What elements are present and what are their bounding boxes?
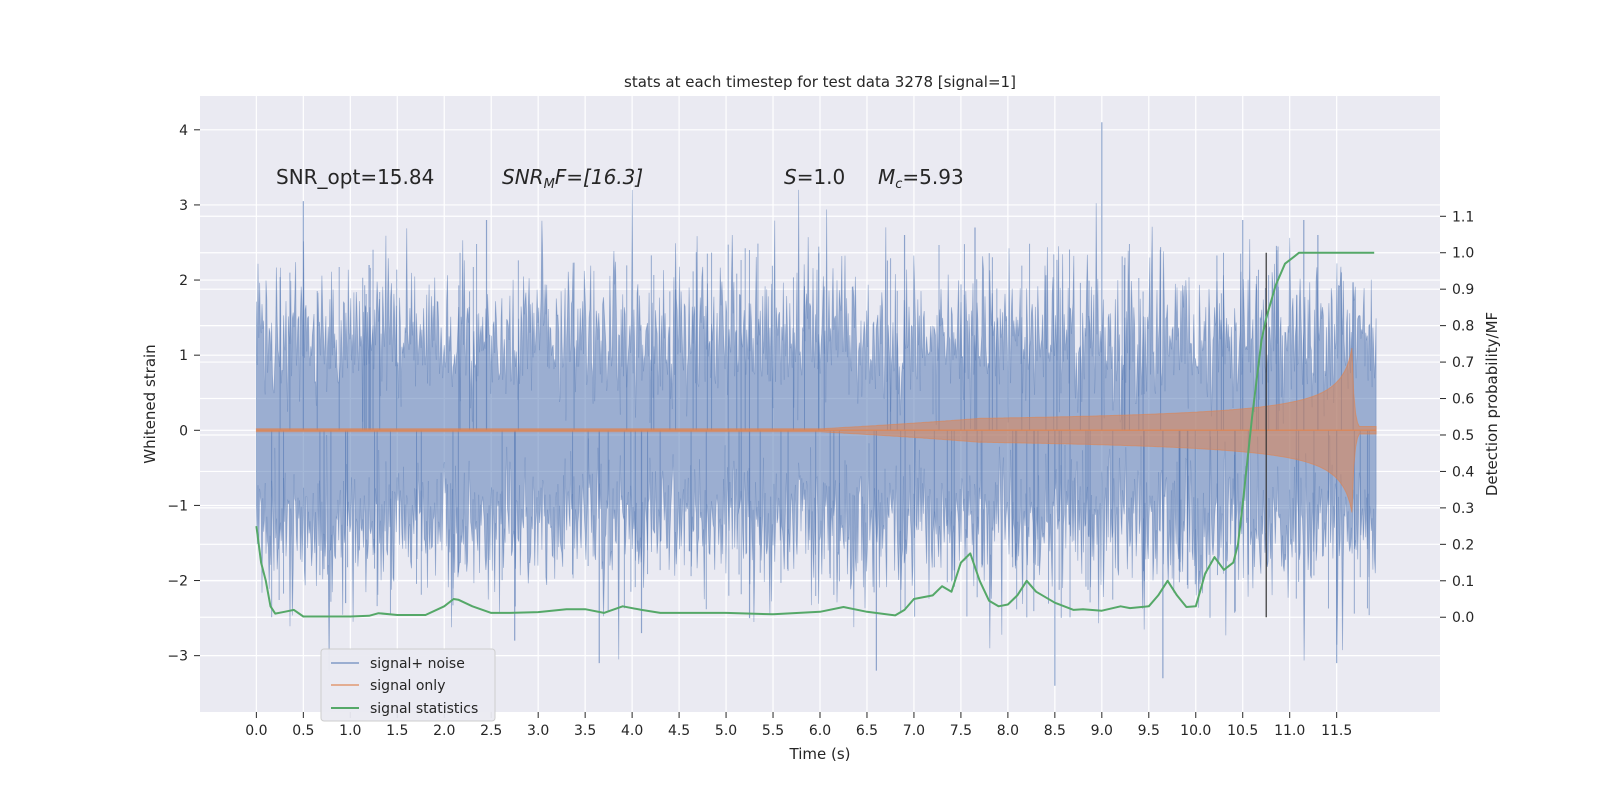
x-tick-label: 0.5 [292,723,314,739]
signal-statistics-series [255,251,1375,618]
y-left-tick-label: 4 [179,123,188,139]
annotation-snr-opt: SNR_opt=15.84 [276,165,434,189]
y-left-tick-label: −1 [167,498,188,514]
y-left-tick-label: 3 [179,198,188,214]
snr-mf-symbol: SNR [502,165,544,189]
x-tick-label: 5.0 [715,723,737,739]
y-right-tick-label: 0.0 [1452,610,1474,626]
y-left-tick-label: 1 [179,348,188,364]
y-left-tick-label: 2 [179,273,188,289]
y-left-tick-label: 0 [179,423,188,439]
y-left-tick-label: −3 [167,649,188,665]
mc-symbol: M [878,165,895,189]
x-tick-label: 9.5 [1138,723,1160,739]
x-tick-label: 1.5 [386,723,408,739]
x-axis-label: Time (s) [789,745,851,763]
x-tick-label: 0.0 [245,723,267,739]
legend-label-statistics: signal statistics [370,701,478,717]
y-right-tick-label: 0.9 [1452,282,1474,298]
x-tick-label: 10.5 [1227,723,1258,739]
x-tick-label: 8.5 [1044,723,1066,739]
x-tick-label: 1.0 [339,723,361,739]
legend-box [320,648,496,722]
legend-label-noise: signal+ noise [370,656,465,672]
y-right-tick-label: 0.1 [1452,574,1474,590]
y-right-tick-label: 1.1 [1452,209,1474,225]
x-tick-label: 10.0 [1180,723,1211,739]
y-left-tick-label: −2 [167,574,188,590]
annotation-snr-mf: SNRMF=[16.3] [502,165,643,192]
y-right-tick-label: 0.7 [1452,355,1474,371]
mc-subscript: c [895,177,902,192]
y-axis-left-label: Whitened strain [141,344,159,463]
x-tick-label: 3.0 [527,723,549,739]
legend: signal+ noise signal only signal statist… [320,648,496,722]
y-right-tick-label: 0.8 [1452,319,1474,335]
s-symbol: S [784,165,797,189]
x-tick-label: 6.5 [856,723,878,739]
mc-rest: =5.93 [902,165,963,189]
legend-label-signal: signal only [370,678,445,694]
x-tick-label: 5.5 [762,723,784,739]
x-tick-label: 6.0 [809,723,831,739]
y-right-tick-label: 0.5 [1452,428,1474,444]
snr-mf-rest: F=[16.3] [555,165,643,189]
s-rest: =1.0 [797,165,846,189]
chart-title: stats at each timestep for test data 327… [624,73,1016,91]
y-right-tick-label: 0.2 [1452,537,1474,553]
x-tick-label: 8.0 [997,723,1019,739]
x-tick-label: 11.5 [1321,723,1352,739]
x-tick-label: 2.5 [480,723,502,739]
y-right-tick-label: 0.6 [1452,392,1474,408]
x-tick-label: 9.0 [1091,723,1113,739]
annotation-s: S=1.0 [784,165,845,189]
annotation-mc: Mc=5.93 [878,165,964,192]
x-tick-label: 4.0 [621,723,643,739]
y-axis-right-label: Detection probability/MF [1483,312,1501,496]
x-tick-label: 7.0 [903,723,925,739]
x-tick-label: 7.5 [950,723,972,739]
y-right-tick-label: 0.3 [1452,501,1474,517]
y-right-tick-label: 1.0 [1452,246,1474,262]
snr-mf-subscript: M [544,177,555,192]
y-right-tick-label: 0.4 [1452,464,1474,480]
x-tick-label: 3.5 [574,723,596,739]
x-tick-label: 11.0 [1274,723,1305,739]
x-tick-label: 2.0 [433,723,455,739]
x-tick-label: 4.5 [668,723,690,739]
